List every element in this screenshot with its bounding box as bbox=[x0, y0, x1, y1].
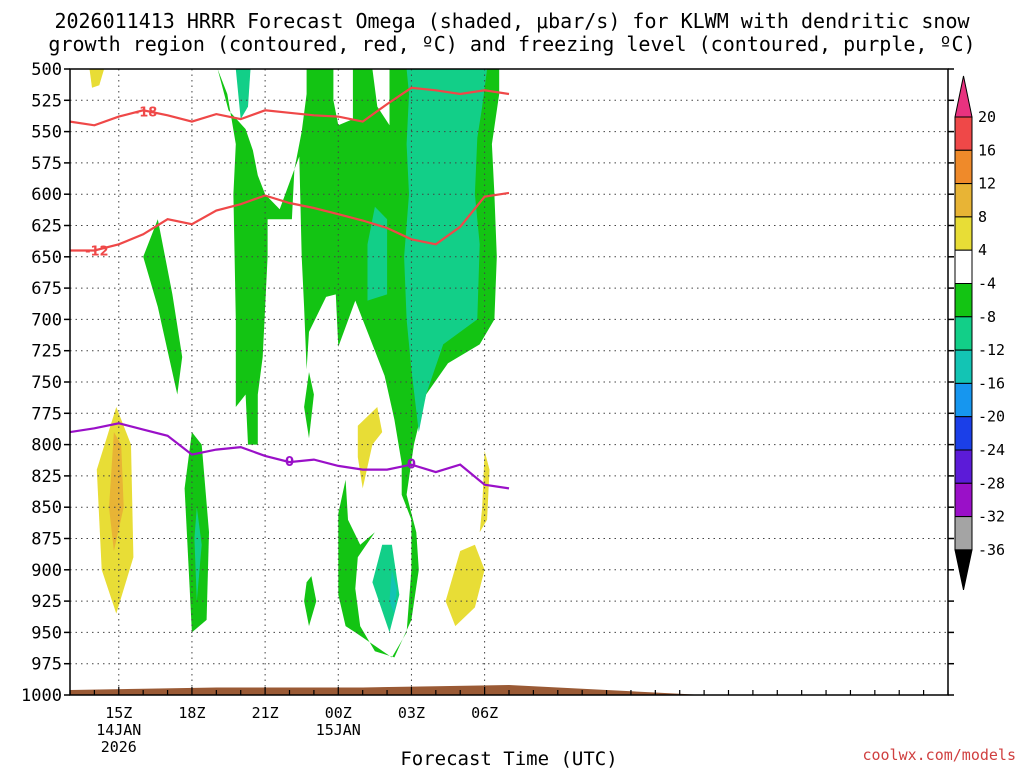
x-tick-label-06Z: 06Z bbox=[471, 704, 498, 722]
colorbar-band-13 bbox=[954, 516, 973, 551]
omega-shading bbox=[89, 69, 500, 658]
colorbar-band-6 bbox=[954, 283, 973, 318]
y-tick-label-650: 650 bbox=[31, 248, 62, 268]
x-tick-label-15Z: 15Z bbox=[105, 704, 132, 722]
colorbar-label--36: -36 bbox=[978, 541, 1005, 559]
contour-line-0 bbox=[70, 86, 510, 127]
chart-title-line2: growth region (contoured, red, ºC) and f… bbox=[48, 32, 975, 56]
contour-label-1-0: -12 bbox=[85, 245, 109, 260]
x-tick-label-18Z: 18Z bbox=[178, 704, 205, 722]
omega-region-weak-down-14 bbox=[479, 450, 490, 533]
contour-line-1 bbox=[70, 191, 510, 252]
colorbar-label--8: -8 bbox=[978, 308, 996, 326]
colorbar-label--24: -24 bbox=[978, 441, 1005, 459]
y-axis-pressure: 500 525 550 575 600 625 650 675 700 725 750 775 800 8… bbox=[21, 60, 954, 706]
y-tick-label-625: 625 bbox=[31, 217, 62, 237]
colorbar-label--12: -12 bbox=[978, 341, 1005, 359]
colorbar-band-9 bbox=[954, 382, 973, 418]
colorbar-label-20: 20 bbox=[978, 108, 996, 126]
y-tick-label-600: 600 bbox=[31, 185, 62, 205]
colorbar-band-11 bbox=[954, 449, 973, 484]
y-tick-label-550: 550 bbox=[31, 123, 62, 143]
colorbar-label-12: 12 bbox=[978, 175, 996, 193]
x-tick-label-15JAN: 15JAN bbox=[316, 721, 361, 739]
y-tick-label-950: 950 bbox=[31, 623, 62, 643]
colorbar-band-12 bbox=[954, 482, 973, 518]
y-tick-label-675: 675 bbox=[31, 279, 62, 299]
y-tick-label-1000: 1000 bbox=[21, 686, 62, 706]
colorbar-label--4: -4 bbox=[978, 275, 996, 293]
colorbar-label--16: -16 bbox=[978, 374, 1005, 392]
omega-region-moderate-up-6 bbox=[235, 69, 251, 120]
contour-label-2-0: 0 bbox=[285, 455, 294, 470]
colorbar-label--32: -32 bbox=[978, 508, 1005, 526]
colorbar-band-7 bbox=[954, 316, 973, 351]
colorbar-band-3 bbox=[954, 183, 973, 218]
y-tick-label-800: 800 bbox=[31, 436, 62, 456]
omega-region-moderate-down-16 bbox=[109, 432, 124, 551]
y-tick-label-925: 925 bbox=[31, 592, 62, 612]
x-tick-label-14JAN: 14JAN bbox=[96, 721, 141, 739]
credit-text: coolwx.com/models bbox=[862, 746, 1016, 764]
x-axis-label: Forecast Time (UTC) bbox=[400, 748, 617, 768]
y-tick-label-825: 825 bbox=[31, 467, 62, 487]
colorbar-band-1 bbox=[954, 116, 973, 151]
contour-label-2-1: 0 bbox=[407, 457, 416, 472]
y-tick-label-750: 750 bbox=[31, 373, 62, 393]
omega-region-weak-down-13 bbox=[357, 407, 383, 489]
y-tick-label-900: 900 bbox=[31, 561, 62, 581]
colorbar-label--20: -20 bbox=[978, 408, 1005, 426]
colorbar-bottom-arrow bbox=[954, 549, 973, 591]
x-tick-label-2026: 2026 bbox=[101, 738, 137, 756]
colorbar-label-4: 4 bbox=[978, 241, 987, 259]
omega-region-weak-down-11 bbox=[89, 69, 105, 88]
omega-region-weak-up-1 bbox=[143, 219, 183, 395]
omega-region-weak-down-15 bbox=[445, 544, 485, 627]
colorbar-band-8 bbox=[954, 349, 973, 384]
y-tick-label-875: 875 bbox=[31, 530, 62, 550]
omega-region-moderate-up-5 bbox=[404, 69, 488, 433]
omega-region-moderate-up-9 bbox=[372, 544, 400, 633]
y-tick-label-975: 975 bbox=[31, 655, 62, 675]
y-tick-label-700: 700 bbox=[31, 310, 62, 330]
colorbar-label--28: -28 bbox=[978, 474, 1005, 492]
y-tick-label-575: 575 bbox=[31, 154, 62, 174]
y-tick-label-775: 775 bbox=[31, 404, 62, 424]
chart-title-line1: 2026011413 HRRR Forecast Omega (shaded, … bbox=[54, 9, 970, 33]
contour-line-2 bbox=[70, 422, 510, 490]
colorbar-band-2 bbox=[954, 149, 973, 185]
colorbar-band-4 bbox=[954, 216, 973, 251]
x-tick-label-03Z: 03Z bbox=[398, 704, 425, 722]
contour-label-0-0: -18 bbox=[134, 106, 158, 121]
y-tick-label-525: 525 bbox=[31, 91, 62, 111]
x-tick-label-00Z: 00Z bbox=[325, 704, 352, 722]
colorbar-band-10 bbox=[954, 416, 973, 451]
omega-region-weak-up-3 bbox=[304, 372, 314, 439]
y-tick-label-500: 500 bbox=[31, 60, 62, 80]
colorbar-label-16: 16 bbox=[978, 141, 996, 159]
omega-region-weak-up-4 bbox=[304, 576, 317, 627]
x-tick-label-21Z: 21Z bbox=[252, 704, 279, 722]
colorbar-top-arrow bbox=[954, 75, 973, 118]
colorbar-label-8: 8 bbox=[978, 208, 987, 226]
omega-region-moderate-up-8 bbox=[194, 507, 202, 602]
colorbar-band-5 bbox=[954, 249, 973, 284]
y-tick-label-850: 850 bbox=[31, 498, 62, 518]
omega-region-strong-up-10 bbox=[389, 569, 397, 614]
omega-region-moderate-up-7 bbox=[367, 206, 388, 301]
colorbar: 20 16 12 8 4 -4 -8 -12 -16 -20 -24 -28 -32 -36 bbox=[954, 75, 1005, 591]
temperature-contours: -18 -12 0 0 bbox=[70, 86, 510, 490]
y-tick-label-725: 725 bbox=[31, 342, 62, 362]
